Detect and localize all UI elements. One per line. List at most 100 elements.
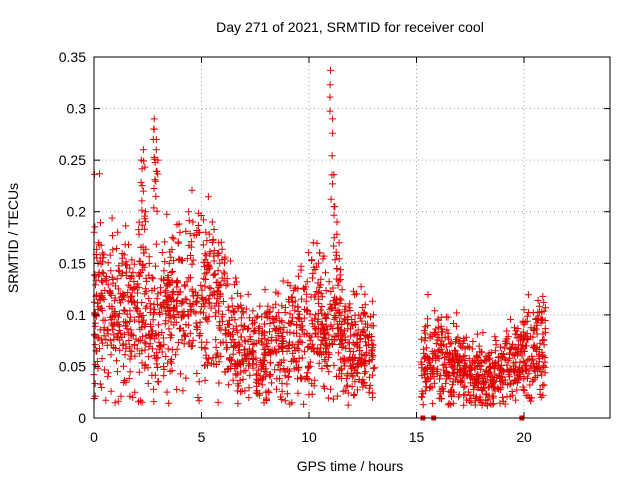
data-point <box>166 367 174 375</box>
data-point <box>362 332 370 339</box>
data-point <box>189 256 197 264</box>
data-point <box>489 392 497 400</box>
data-point <box>274 361 282 369</box>
y-tick-label: 0.3 <box>67 101 87 117</box>
data-point <box>237 388 245 396</box>
data-point <box>434 315 442 323</box>
data-point <box>326 305 334 313</box>
data-point <box>186 329 194 337</box>
data-point <box>276 326 284 334</box>
data-point <box>295 354 303 362</box>
tick-labels: 0 5 10 15 20 0 0.05 0.1 0.15 0.2 0.25 0.3 0.35 <box>59 49 532 445</box>
data-point <box>457 378 465 386</box>
data-point <box>218 245 226 253</box>
data-point <box>368 346 376 354</box>
data-point <box>351 341 359 349</box>
data-point <box>165 311 173 319</box>
data-point <box>195 397 203 405</box>
data-point <box>525 370 533 378</box>
data-point <box>201 282 209 290</box>
data-point <box>175 339 182 346</box>
data-point <box>442 313 450 321</box>
data-point <box>173 345 181 353</box>
data-point <box>252 339 260 347</box>
data-point <box>252 314 260 322</box>
data-point <box>222 282 230 290</box>
data-point <box>196 318 204 326</box>
data-point <box>208 360 216 368</box>
data-point <box>205 355 213 363</box>
data-point <box>237 321 245 329</box>
data-point <box>362 351 370 359</box>
data-point <box>195 229 203 236</box>
data-point <box>325 331 333 339</box>
data-point <box>309 269 317 277</box>
data-point <box>92 310 99 318</box>
data-point <box>142 245 150 253</box>
data-point <box>204 359 212 367</box>
data-point <box>296 332 304 340</box>
data-point <box>186 300 194 308</box>
data-point <box>303 290 311 298</box>
data-point <box>329 180 337 188</box>
data-point <box>150 204 158 212</box>
data-point <box>363 333 371 341</box>
data-point <box>338 286 346 294</box>
data-point <box>103 341 111 349</box>
data-point <box>177 324 185 332</box>
data-point <box>344 320 352 328</box>
data-point <box>338 321 346 329</box>
data-point <box>208 218 216 226</box>
data-point <box>355 311 363 319</box>
data-point <box>512 396 520 404</box>
data-point <box>300 400 308 408</box>
data-point <box>425 375 433 383</box>
data-point <box>200 216 208 224</box>
data-point <box>518 341 526 349</box>
data-point <box>139 333 146 341</box>
data-point <box>313 239 321 247</box>
data-point <box>337 296 345 304</box>
data-point <box>212 336 220 344</box>
data-point <box>146 300 154 308</box>
data-point <box>520 306 528 314</box>
data-point <box>141 225 149 233</box>
data-point <box>212 343 220 351</box>
data-point <box>212 309 220 317</box>
data-point <box>491 387 499 395</box>
data-point <box>232 278 240 286</box>
data-point <box>96 254 104 262</box>
data-point <box>241 338 249 346</box>
data-point <box>338 370 346 378</box>
data-point <box>94 299 101 307</box>
data-point <box>97 260 105 268</box>
data-point <box>300 284 307 292</box>
data-point <box>423 353 431 361</box>
data-point <box>259 374 267 382</box>
data-point <box>261 346 269 353</box>
data-point <box>451 369 459 377</box>
data-point <box>511 330 519 338</box>
data-point <box>176 228 184 236</box>
data-point <box>124 288 132 296</box>
data-point <box>483 391 491 399</box>
data-point <box>150 185 158 192</box>
data-point <box>438 383 446 391</box>
data-point <box>130 340 138 348</box>
data-point <box>520 373 528 381</box>
data-point <box>513 386 521 394</box>
data-point <box>207 284 215 292</box>
data-point <box>348 363 356 371</box>
data-point <box>303 278 311 286</box>
data-point <box>141 212 149 220</box>
data-point <box>132 303 140 311</box>
data-point <box>108 273 116 281</box>
data-point <box>305 249 313 257</box>
data-point <box>363 342 370 350</box>
data-point <box>509 379 517 387</box>
data-point <box>335 239 343 247</box>
data-point <box>119 341 127 349</box>
data-point <box>234 303 242 310</box>
data-point <box>434 352 442 360</box>
data-point <box>210 252 218 260</box>
